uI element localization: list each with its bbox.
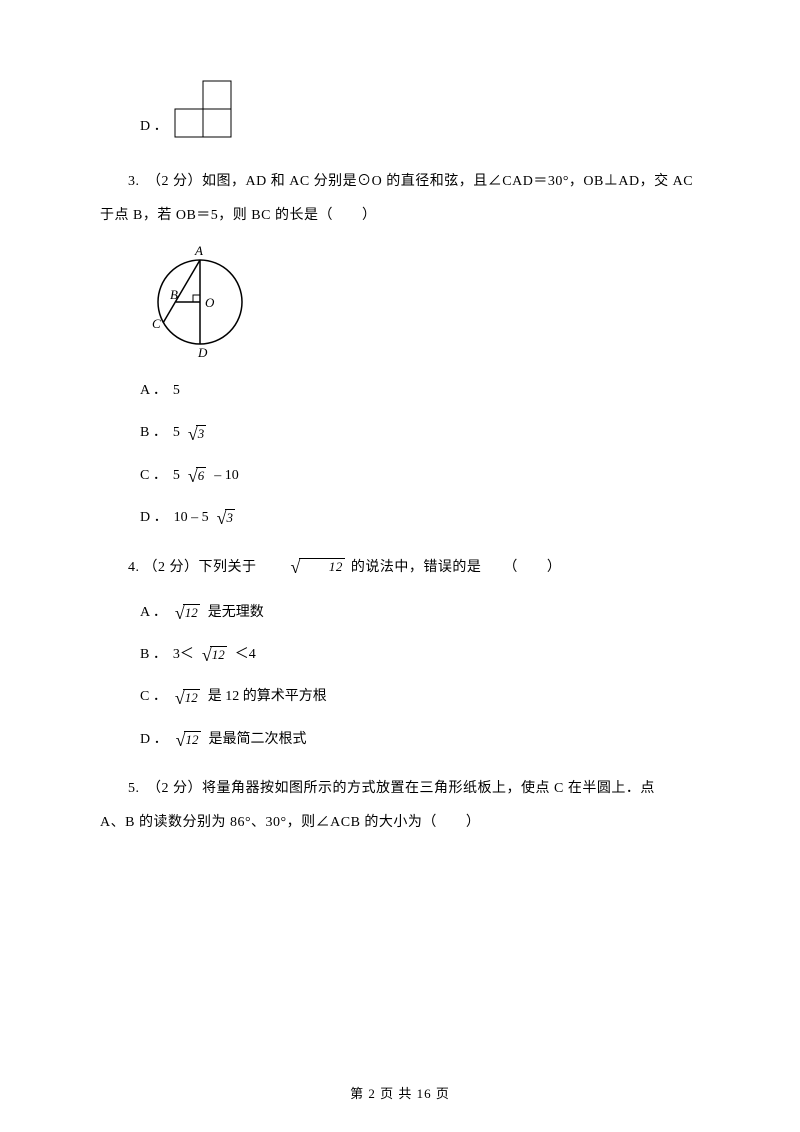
svg-text:A: A xyxy=(194,243,203,258)
sqrt-icon: √6 xyxy=(188,467,206,485)
q4-tail: 的说法中，错误的是 （ ） xyxy=(351,560,562,575)
q3-line1: 3. （2 分）如图，AD 和 AC 分别是⊙O 的直径和弦，且∠CAD＝30°… xyxy=(100,168,700,196)
option-lead: 5 xyxy=(173,422,180,444)
q3-line2: 于点 B，若 OB＝5，则 BC 的长是（ ） xyxy=(100,202,700,230)
sqrt-icon: √12 xyxy=(263,558,345,576)
svg-text:B: B xyxy=(170,287,178,302)
svg-text:C: C xyxy=(152,316,161,331)
q3-option-c: C ． 5 √6 – 10 xyxy=(140,465,700,487)
option-lead: 3＜ xyxy=(173,644,194,666)
option-trail: 是无理数 xyxy=(208,602,264,624)
radicand: 12 xyxy=(184,731,201,748)
radicand: 3 xyxy=(196,425,207,442)
q3-option-a: A ． 5 xyxy=(140,380,700,402)
q3-option-d: D ． 10 – 5 √3 xyxy=(140,507,700,529)
sqrt-icon: √3 xyxy=(188,425,206,443)
option-prefix: D ． xyxy=(140,507,168,529)
option-lead: 10 – 5 xyxy=(174,507,209,529)
option-trail: – 10 xyxy=(214,465,239,487)
option-prefix: B ． xyxy=(140,644,167,666)
option-prefix: D ． xyxy=(140,729,168,751)
q4-option-a: A ． √12 是无理数 xyxy=(140,602,700,624)
option-label: D ． xyxy=(140,116,168,138)
page: D ． 3. （2 分）如图，AD 和 AC 分别是⊙O 的直径和弦，且∠CAD… xyxy=(0,0,800,1132)
option-prefix: A ． xyxy=(140,602,167,624)
q4-option-d: D ． √12 是最简二次根式 xyxy=(140,729,700,751)
option-prefix: C ． xyxy=(140,465,167,487)
tromino-icon xyxy=(174,80,232,138)
q4-option-c: C ． √12 是 12 的算术平方根 xyxy=(140,686,700,708)
q3-diagram: A B C D O xyxy=(140,240,700,360)
radicand: 12 xyxy=(183,689,200,706)
q3-option-b: B ． 5 √3 xyxy=(140,422,700,444)
sqrt-icon: √12 xyxy=(202,646,227,664)
option-trail: 是 12 的算术平方根 xyxy=(208,686,327,708)
radicand: 6 xyxy=(196,467,207,484)
option-prefix: C ． xyxy=(140,686,167,708)
radicand: 12 xyxy=(299,558,345,575)
option-trail: ＜4 xyxy=(235,644,256,666)
svg-text:O: O xyxy=(205,295,215,310)
option-prefix: B ． xyxy=(140,422,167,444)
q4-lead: 4. （2 分）下列关于 xyxy=(128,560,257,575)
q4-option-b: B ． 3＜ √12 ＜4 xyxy=(140,644,700,666)
sqrt-icon: √12 xyxy=(175,604,200,622)
radicand: 3 xyxy=(225,509,236,526)
q5-line2: A、B 的读数分别为 86°、30°，则∠ACB 的大小为（ ） xyxy=(100,809,700,837)
q4-line1: 4. （2 分）下列关于 √12 的说法中，错误的是 （ ） xyxy=(100,554,700,582)
option-lead: 5 xyxy=(173,465,180,487)
option-prefix: A ． xyxy=(140,380,167,402)
sqrt-icon: √12 xyxy=(176,731,201,749)
svg-text:D: D xyxy=(197,345,208,360)
sqrt-icon: √3 xyxy=(217,509,235,527)
q5-line1: 5. （2 分）将量角器按如图所示的方式放置在三角形纸板上，使点 C 在半圆上．… xyxy=(100,775,700,803)
option-text: 5 xyxy=(173,380,180,402)
radicand: 12 xyxy=(183,604,200,621)
sqrt-icon: √12 xyxy=(175,689,200,707)
option-trail: 是最简二次根式 xyxy=(209,729,307,751)
page-footer: 第 2 页 共 16 页 xyxy=(0,1083,800,1102)
prev-option-d: D ． xyxy=(140,80,700,138)
radicand: 12 xyxy=(210,646,227,663)
